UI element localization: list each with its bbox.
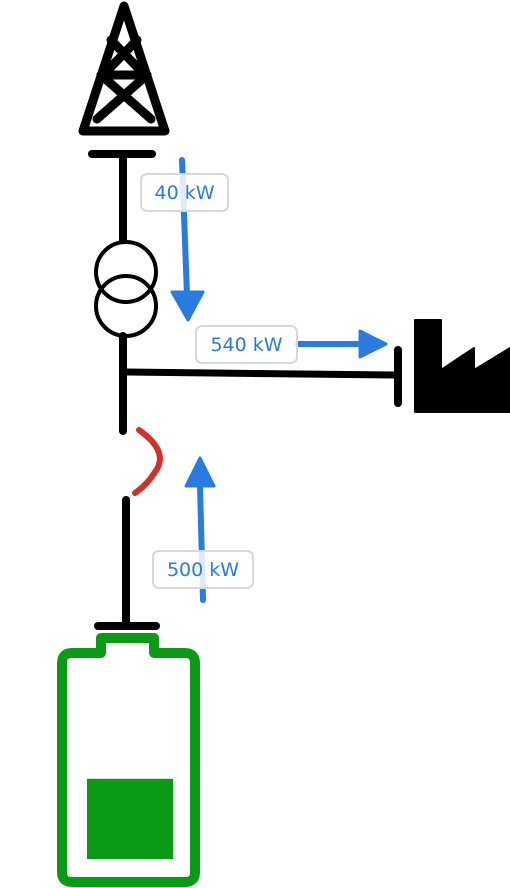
load-branch-line	[119, 368, 400, 379]
transmission-tower-icon	[78, 1, 170, 136]
grid-flow-label: 40 kW	[140, 173, 229, 212]
battery-flow-label-text: 500 kW	[167, 559, 239, 581]
grid-flow-label-text: 40 kW	[154, 182, 214, 204]
circuit-breaker-icon	[132, 427, 163, 496]
battery-level-fill	[87, 778, 173, 859]
factory-icon	[414, 319, 510, 413]
battery-flow-label: 500 kW	[152, 550, 254, 589]
battery-icon	[57, 633, 200, 887]
transformer-icon	[94, 240, 158, 338]
load-flow-label: 540 kW	[195, 325, 298, 364]
load-flow-label-text: 540 kW	[210, 334, 282, 356]
load-flow-arrow	[294, 329, 388, 359]
